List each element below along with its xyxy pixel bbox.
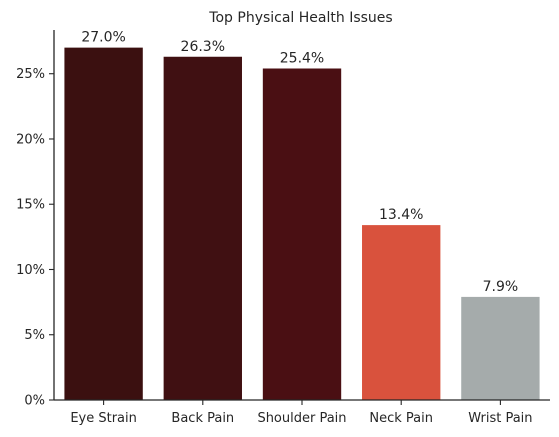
y-tick-label-4: 20% <box>16 132 45 147</box>
y-tick-label-5: 25% <box>16 67 45 82</box>
data-label-3: 13.4% <box>379 207 423 223</box>
y-tick-label-2: 10% <box>16 263 45 278</box>
data-label-2: 25.4% <box>280 51 324 67</box>
bar-0 <box>64 47 143 401</box>
data-label-4: 7.9% <box>483 279 519 295</box>
x-tick-label-0: Eye Strain <box>70 411 137 426</box>
bar-3 <box>362 225 441 400</box>
y-tick-label-3: 15% <box>16 198 45 213</box>
x-tick-label-3: Neck Pain <box>369 411 433 426</box>
y-tick-label-0: 0% <box>24 394 45 409</box>
x-tick-label-2: Shoulder Pain <box>257 411 346 426</box>
bar-1 <box>163 56 242 400</box>
bar-2 <box>262 68 342 400</box>
data-label-1: 26.3% <box>181 39 225 55</box>
x-tick-label-1: Back Pain <box>171 411 234 426</box>
y-axis: 0% 5% 10% 15% 20% 25% <box>16 30 55 409</box>
data-labels-group: 27.0% 26.3% 25.4% 13.4% 7.9% <box>81 30 518 295</box>
y-tick-label-1: 5% <box>24 328 45 343</box>
bars-group <box>64 47 540 401</box>
x-axis: Eye Strain Back Pain Shoulder Pain Neck Pai… <box>54 399 550 426</box>
x-tick-label-4: Wrist Pain <box>468 411 532 426</box>
bar-4 <box>461 296 540 400</box>
data-label-0: 27.0% <box>81 30 125 46</box>
chart-title: Top Physical Health Issues <box>208 10 392 26</box>
